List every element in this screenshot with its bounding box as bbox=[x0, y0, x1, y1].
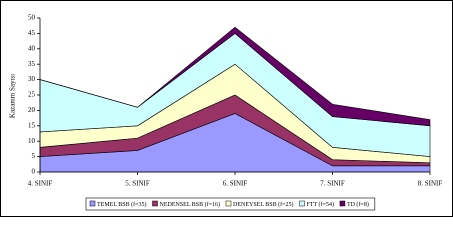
y-tick-label: 25 bbox=[28, 91, 36, 99]
x-tick-label: 4. SINIF bbox=[28, 180, 53, 188]
area bbox=[39, 26, 431, 127]
legend-swatch bbox=[225, 200, 232, 207]
legend-swatch bbox=[89, 200, 96, 207]
y-axis-label: Kazanım Sayısı bbox=[9, 74, 17, 118]
legend-swatch bbox=[299, 200, 305, 207]
legend-label: TD (f=8) bbox=[347, 201, 369, 208]
x-tick-label: 5. SINIF bbox=[125, 180, 150, 188]
x-tick-label: 7. SINIF bbox=[320, 180, 345, 188]
legend-swatch bbox=[339, 200, 346, 207]
y-tick-label: 50 bbox=[28, 14, 36, 22]
y-tick-label: 40 bbox=[28, 44, 36, 52]
legend-label: TEMEL BSB (f=35) bbox=[97, 201, 147, 208]
chart: Kazanım Sayısı 0 5 10 15 20 25 30 35 40 45 50 4. SI… bbox=[0, 0, 453, 217]
y-tick-label: 10 bbox=[28, 137, 36, 145]
y-tick-label: 30 bbox=[28, 75, 36, 83]
legend-swatch bbox=[152, 200, 158, 207]
y-tick-label: 5 bbox=[32, 152, 36, 160]
legend-label: NEDENSEL BSB (f=16) bbox=[160, 201, 221, 208]
legend-label: DENEYSEL BSB (f=25) bbox=[233, 201, 294, 208]
y-tick-label: 45 bbox=[28, 29, 36, 37]
x-tick-label: 8. SINIF bbox=[418, 180, 443, 188]
y-tick-label: 15 bbox=[28, 121, 36, 129]
y-tick-label: 20 bbox=[28, 106, 36, 114]
y-tick-label: 0 bbox=[32, 168, 36, 176]
legend-label: FTT (f=54) bbox=[307, 201, 334, 208]
x-tick-label: 6. SINIF bbox=[223, 180, 248, 188]
y-tick-label: 35 bbox=[28, 60, 36, 68]
